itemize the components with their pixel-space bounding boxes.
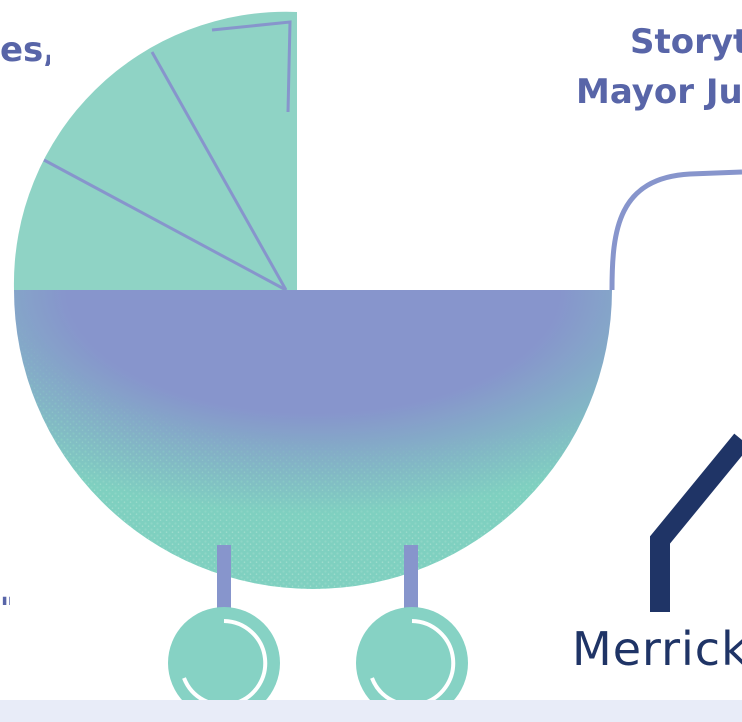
stroller-axle-left — [217, 545, 231, 627]
navy-line-shape — [650, 433, 742, 612]
left-text-fragment: es, — [0, 30, 50, 70]
stroller-wheel-right — [356, 607, 468, 719]
mayor-text-fragment: Mayor Jus — [576, 72, 742, 112]
stroller-canopy — [13, 11, 298, 292]
stroller-basket — [14, 290, 612, 589]
merrick-text-fragment: Merrick — [572, 622, 742, 676]
bottom-band — [0, 700, 742, 722]
left-bottom-text-fragment: " — [0, 590, 10, 630]
stroller-handle — [609, 169, 742, 291]
stroller-wheel-left — [168, 607, 280, 719]
stroller-axle-right — [404, 545, 418, 627]
storytime-text-fragment: Storyti — [630, 22, 742, 62]
